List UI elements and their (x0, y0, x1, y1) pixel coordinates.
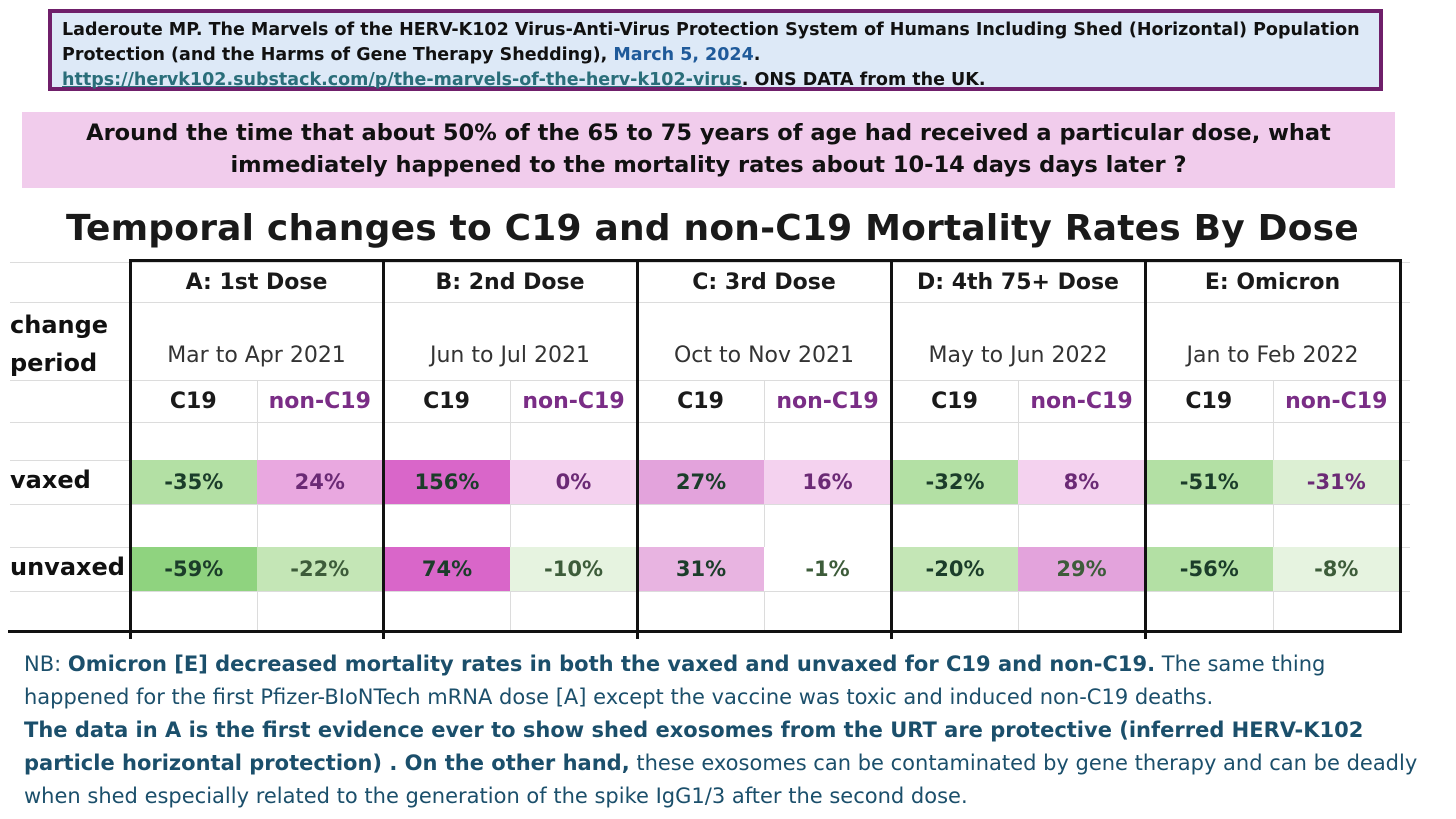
dose-header: A: 1st Dose (185, 269, 328, 295)
change-label-line-1: change (10, 311, 109, 339)
unvaxed-c19-cell: 31% (638, 547, 764, 591)
vaxed-c19-cell: -51% (1146, 460, 1273, 504)
table-col-border-5 (1399, 259, 1402, 633)
citation-box: Laderoute MP. The Marvels of the HERV-K1… (48, 9, 1383, 91)
row-label-unvaxed: unvaxed (10, 553, 125, 581)
col-header-c19: C19 (677, 388, 724, 414)
unvaxed-non-c19-cell: -22% (256, 547, 383, 591)
change-period: May to Jun 2022 (928, 342, 1108, 368)
dose-header: D: 4th 75+ Dose (917, 269, 1119, 295)
faint-row-line-3 (10, 422, 1410, 423)
unvaxed-c19-cell: -20% (892, 547, 1018, 591)
vaxed-c19-cell: 27% (638, 460, 764, 504)
vaxed-non-c19-cell: -31% (1272, 460, 1400, 504)
table-col-border-1 (382, 259, 385, 639)
col-header-c19: C19 (931, 388, 978, 414)
faint-col-line-4 (1273, 380, 1274, 632)
vaxed-non-c19-cell: 8% (1018, 460, 1145, 504)
citation-date: March 5, 2024 (613, 45, 754, 65)
notes-bold-1: Omicron [E] decreased mortality rates in… (67, 652, 1156, 676)
col-header-c19: C19 (1185, 388, 1233, 414)
vaxed-non-c19-cell: 24% (256, 460, 383, 504)
col-header-c19: C19 (423, 388, 470, 414)
vaxed-c19-cell: 156% (384, 460, 510, 504)
question-box: Around the time that about 50% of the 65… (22, 112, 1395, 188)
table-col-border-4 (1144, 259, 1147, 639)
change-period: Mar to Apr 2021 (167, 342, 346, 368)
col-header-non-c19: non-C19 (522, 388, 625, 414)
unvaxed-non-c19-cell: 29% (1018, 547, 1145, 591)
faint-row-line-1 (10, 302, 1410, 303)
vaxed-non-c19-cell: 0% (510, 460, 637, 504)
vaxed-non-c19-cell: 16% (764, 460, 891, 504)
col-header-non-c19: non-C19 (776, 388, 879, 414)
table-top-border (130, 259, 1400, 262)
col-header-non-c19: non-C19 (1285, 388, 1388, 414)
table-col-border-0 (129, 259, 132, 639)
change-period: Oct to Nov 2021 (673, 342, 855, 368)
table-title: Temporal changes to C19 and non-C19 Mort… (66, 208, 1359, 249)
notes-text-2: these exosomes can be contaminated by ge… (24, 751, 1418, 808)
dose-header: B: 2nd Dose (435, 269, 585, 295)
vaxed-c19-cell: -35% (131, 460, 257, 504)
citation-date-suffix: . (753, 45, 761, 65)
col-header-c19: C19 (169, 388, 217, 414)
unvaxed-non-c19-cell: -1% (764, 547, 891, 591)
citation-source: . ONS DATA from the UK. (741, 70, 986, 90)
citation-link[interactable]: https://hervk102.substack.com/p/the-marv… (62, 70, 742, 90)
faint-row-line-2 (10, 380, 1410, 381)
mortality-table: Temporal changes to C19 and non-C19 Mort… (0, 200, 1456, 640)
notes: NB: Omicron [E] decreased mortality rate… (24, 648, 1424, 813)
citation-text: Laderoute MP. The Marvels of the HERV-K1… (62, 20, 1360, 65)
table-col-border-3 (890, 259, 893, 639)
faint-row-line-0 (10, 262, 1410, 263)
change-period: Jun to Jul 2021 (430, 342, 590, 368)
change-period: Jan to Feb 2022 (1186, 342, 1359, 368)
faint-col-line-3 (1018, 380, 1019, 632)
faint-col-line-0 (257, 380, 258, 632)
notes-prefix: NB: (24, 652, 68, 676)
col-header-non-c19: non-C19 (1030, 388, 1133, 414)
notes-text-1: The same thing happened for the first Pf… (24, 652, 1326, 709)
dose-header: E: Omicron (1204, 269, 1341, 295)
table-col-border-2 (636, 259, 639, 639)
faint-col-line-1 (510, 380, 511, 632)
change-period-label: change period (10, 306, 108, 382)
change-label-line-2: period (10, 349, 98, 377)
table-bottom-border (8, 630, 1400, 633)
unvaxed-c19-cell: -56% (1146, 547, 1273, 591)
col-header-non-c19: non-C19 (268, 388, 371, 414)
faint-col-line-2 (764, 380, 765, 632)
faint-row-line-7 (10, 591, 1410, 592)
faint-row-line-5 (10, 504, 1410, 505)
unvaxed-non-c19-cell: -10% (510, 547, 637, 591)
notes-bold-2: The data in A is the first evidence ever… (24, 718, 1364, 775)
vaxed-c19-cell: -32% (892, 460, 1018, 504)
unvaxed-c19-cell: 74% (384, 547, 510, 591)
unvaxed-c19-cell: -59% (131, 547, 257, 591)
dose-header: C: 3rd Dose (692, 269, 836, 295)
row-label-vaxed: vaxed (10, 466, 91, 494)
unvaxed-non-c19-cell: -8% (1272, 547, 1400, 591)
